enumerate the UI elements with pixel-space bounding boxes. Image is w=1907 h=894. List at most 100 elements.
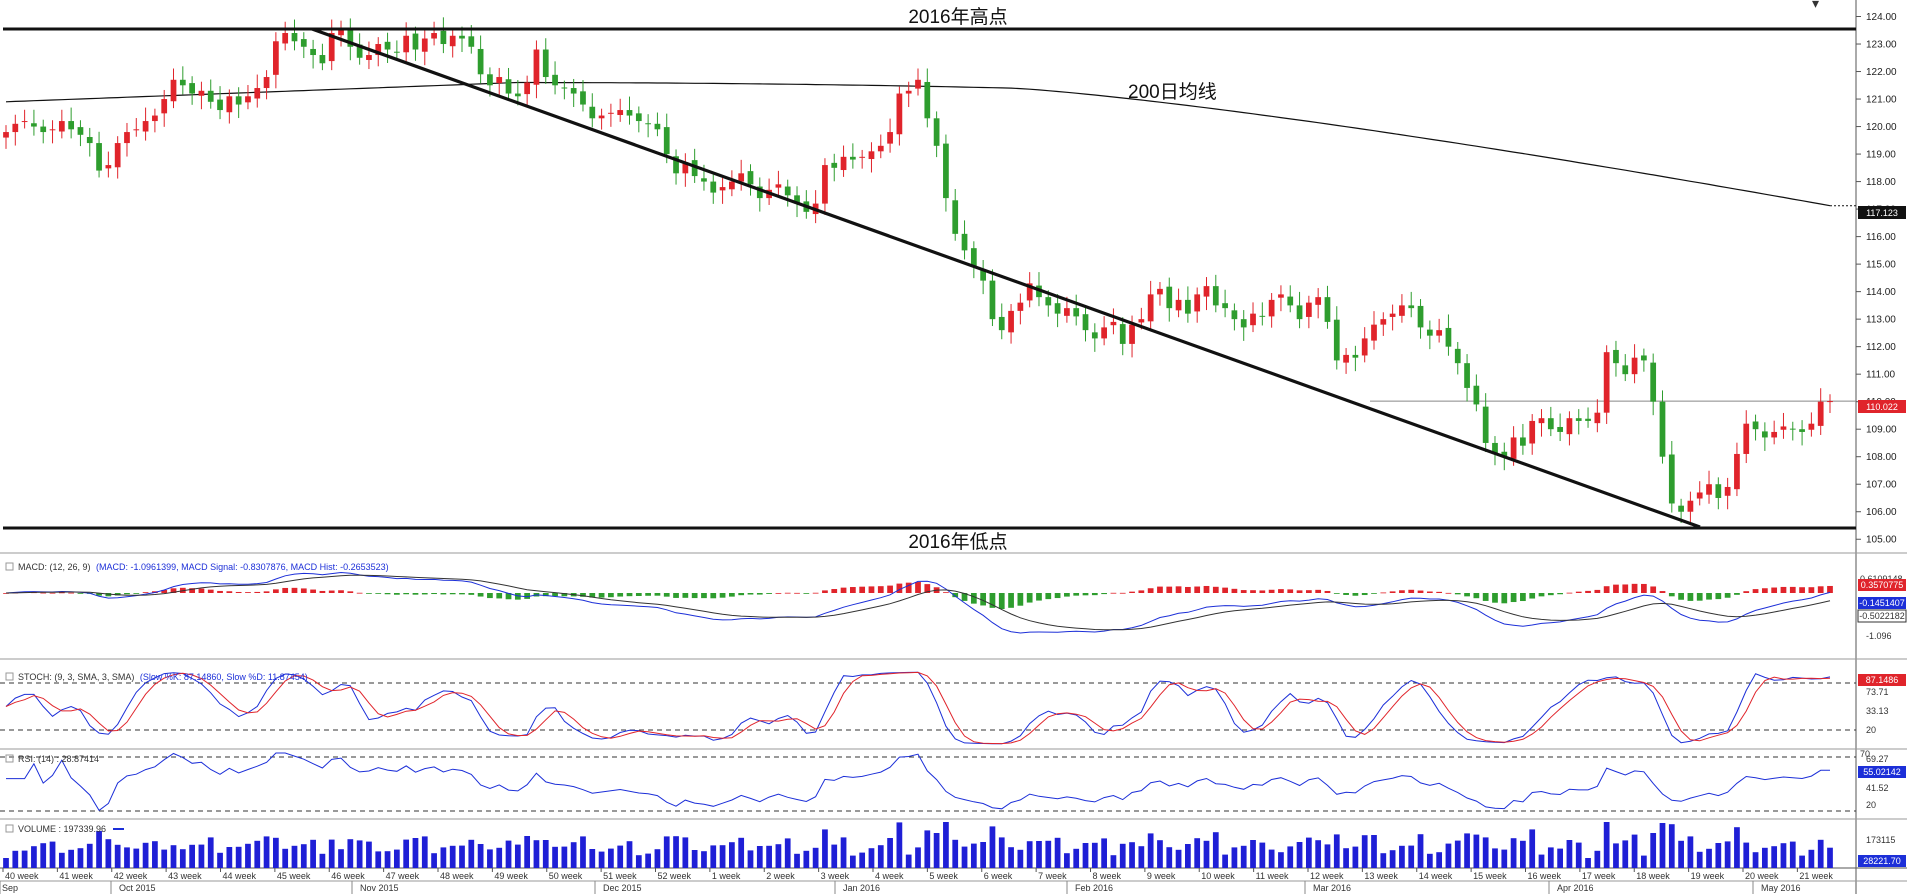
macd-hist-bar — [496, 593, 503, 599]
macd-hist-bar — [1250, 590, 1256, 593]
rsi-collapse-icon[interactable] — [5, 754, 14, 763]
volume-bar — [608, 848, 614, 868]
candle-body — [319, 55, 326, 64]
volume-bar — [468, 839, 475, 868]
macd-hist-bar — [1287, 589, 1294, 593]
candle-body — [133, 129, 140, 131]
macd-hist-bar — [887, 585, 893, 593]
volume-collapse-icon[interactable] — [5, 824, 14, 833]
volume-bar — [1808, 849, 1815, 868]
volume-bar — [1389, 850, 1396, 868]
month-label: Nov 2015 — [360, 883, 399, 893]
volume-bar — [114, 844, 121, 868]
candle-body — [570, 88, 577, 94]
volume-bar — [1743, 842, 1750, 868]
candle-body — [1045, 297, 1052, 306]
candle-body — [1138, 319, 1145, 323]
volume-label: VOLUME : 197339.96 — [18, 824, 106, 834]
macd-hist-bar — [226, 591, 233, 593]
macd-hist-bar — [1529, 593, 1536, 599]
candle-body — [905, 90, 912, 94]
macd-collapse-icon[interactable] — [5, 562, 14, 571]
volume-bar — [598, 851, 605, 868]
volume-bar — [1724, 841, 1731, 868]
macd-hist-bar — [1641, 583, 1647, 593]
candle-body — [1417, 305, 1424, 328]
macd-hist-bar — [831, 589, 838, 593]
candle-body — [1585, 418, 1591, 421]
candle-body — [142, 121, 149, 132]
macd-hist-bar — [1129, 591, 1135, 593]
candle-body — [952, 200, 959, 234]
macd-hist-bar — [1054, 593, 1061, 599]
stoch-badge: 87.1486 — [1866, 675, 1899, 685]
candle-body — [970, 248, 977, 267]
volume-bar — [393, 849, 400, 868]
volume-bar — [1110, 855, 1117, 868]
macd-hist-bar — [542, 593, 549, 597]
volume-bar — [338, 849, 344, 868]
volume-bar — [226, 847, 233, 868]
volume-bar — [1082, 843, 1089, 868]
macd-hist-bar — [849, 587, 856, 593]
week-label: 41 week — [59, 871, 93, 881]
volume-bar — [1138, 846, 1145, 868]
volume-bar — [840, 837, 847, 868]
volume-bar — [235, 846, 242, 868]
macd-hist-bar — [1510, 593, 1517, 603]
volume-bar — [1631, 834, 1638, 868]
week-label: 20 week — [1745, 871, 1779, 881]
candle-body — [487, 74, 493, 86]
macd-hist-bar — [729, 593, 735, 597]
macd-hist-bar — [375, 593, 382, 594]
macd-hist-bar — [1464, 593, 1470, 597]
candle-body — [77, 127, 84, 135]
candle-body — [421, 38, 428, 52]
chart-menu-chevron-down-icon[interactable]: ▾ — [1812, 0, 1820, 12]
macd-hist-bar — [393, 593, 400, 595]
macd-hist-bar — [347, 591, 354, 593]
macd-hist-bar — [691, 593, 698, 599]
candle-body — [1734, 453, 1740, 490]
candle-body — [980, 269, 987, 281]
week-label: 17 week — [1582, 871, 1616, 881]
volume-bar — [245, 843, 251, 868]
volume-bar — [1250, 840, 1256, 868]
volume-bar — [784, 838, 791, 868]
candle-body — [1296, 305, 1303, 320]
macd-hist-bar — [1333, 593, 1340, 594]
candle-body — [1212, 286, 1219, 306]
volume-bar — [691, 850, 698, 868]
stoch-collapse-icon[interactable] — [5, 672, 14, 681]
volume-bar — [998, 837, 1005, 868]
volume-bar — [1520, 840, 1526, 868]
volume-bar — [49, 841, 56, 868]
macd-hist-bar — [1305, 590, 1312, 593]
macd-hist-bar — [133, 593, 140, 594]
stochastic-panel: STOCH: (9, 3, SMA, 3, SMA) (Slow %K: 87.… — [0, 671, 1906, 745]
volume-bar — [77, 848, 84, 868]
macd-panel: MACD: (12, 26, 9) (MACD: -1.0961399, MAC… — [3, 562, 1907, 641]
volume-bar — [161, 849, 168, 868]
price-axis-label: 120.00 — [1866, 122, 1897, 133]
candle-body — [263, 77, 270, 89]
macd-hist-bar — [1147, 588, 1154, 593]
candle-body — [505, 79, 512, 94]
candle-body — [1157, 288, 1163, 295]
macd-hist-bar — [1389, 591, 1396, 593]
week-label: 12 week — [1310, 871, 1344, 881]
volume-bar — [1054, 837, 1061, 868]
volume-bar — [1538, 854, 1545, 868]
week-label: 42 week — [114, 871, 148, 881]
macd-hist-bar — [105, 593, 112, 597]
volume-bar — [1436, 852, 1443, 868]
candle-body — [1678, 505, 1684, 512]
volume-bar — [1687, 836, 1694, 868]
macd-line-badge-bg — [1858, 597, 1906, 609]
candle-body — [1482, 406, 1489, 443]
candle-body — [859, 156, 866, 158]
macd-hist-bar — [1734, 593, 1740, 595]
candle-body — [1594, 412, 1601, 424]
candle-body — [1445, 327, 1452, 347]
week-label: 8 week — [1093, 871, 1122, 881]
